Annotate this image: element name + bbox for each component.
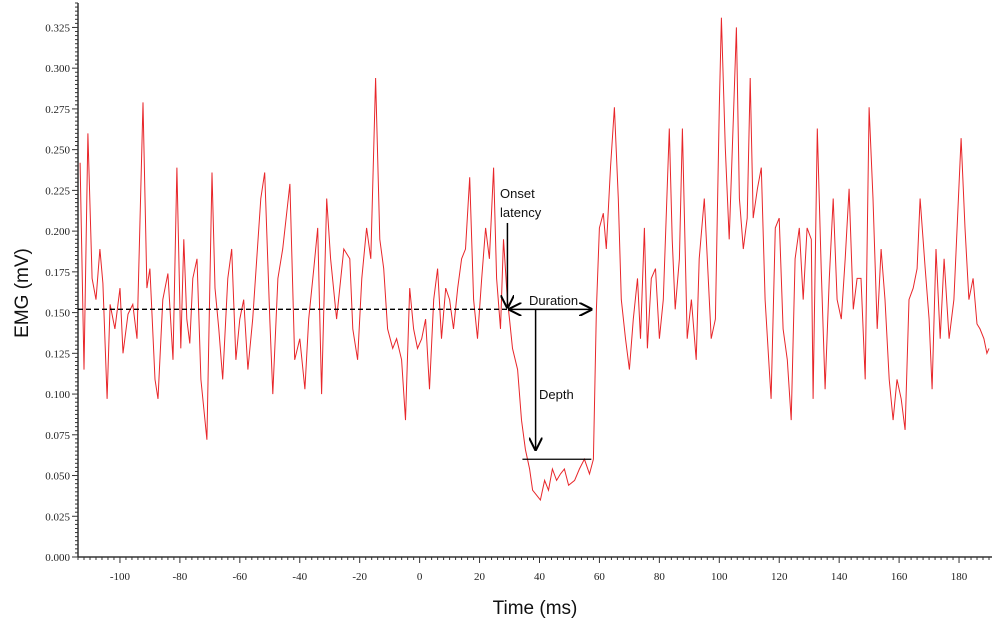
y-tick-label: 0.050 (45, 471, 70, 483)
y-tick-label: 0.075 (45, 430, 70, 442)
emg-trace (79, 17, 990, 502)
x-tick-label: -40 (292, 571, 307, 583)
y-tick-label: 0.000 (45, 552, 70, 564)
x-tick-label: 20 (474, 571, 486, 583)
annotation-onset-label: Onset latency (500, 186, 542, 220)
y-axis-title: EMG (mV) (12, 248, 33, 338)
y-tick-label: 0.325 (45, 22, 70, 34)
x-tick-label: -20 (352, 571, 367, 583)
y-tick-label: 0.025 (45, 511, 70, 523)
y-tick-label: 0.275 (45, 104, 70, 116)
duration-label: Duration (529, 293, 578, 308)
y-tick-label: 0.150 (45, 308, 70, 320)
y-tick-label: 0.175 (45, 267, 70, 279)
x-tick-label: 100 (711, 571, 728, 583)
x-tick-label: -60 (232, 571, 247, 583)
x-axis: -100 -80 -60 -40 -20 0 20 40 60 80 100 120 140 160 180 (77, 556, 992, 583)
y-tick-label: 0.250 (45, 145, 70, 157)
x-tick-label: 80 (654, 571, 666, 583)
onset-label-line2: latency (500, 205, 542, 220)
onset-label-line1: Onset (500, 186, 535, 201)
y-axis: 0.000 0.025 0.050 0.075 0.100 0.125 0.150 0.175… (45, 2, 79, 564)
x-tick-label: 0 (417, 571, 423, 583)
x-tick-label: -100 (110, 571, 131, 583)
x-tick-label: 60 (594, 571, 606, 583)
x-tick-label: 40 (534, 571, 546, 583)
x-tick-label: 160 (891, 571, 908, 583)
x-tick-label: -80 (173, 571, 188, 583)
x-tick-label: 120 (771, 571, 788, 583)
x-axis-title: Time (ms) (493, 598, 578, 619)
x-tick-label: 140 (831, 571, 848, 583)
y-tick-label: 0.100 (45, 389, 70, 401)
y-tick-label: 0.300 (45, 63, 70, 75)
y-tick-label: 0.200 (45, 226, 70, 238)
annotations (78, 222, 591, 460)
y-tick-label: 0.225 (45, 185, 70, 197)
y-tick-label: 0.125 (45, 348, 70, 360)
depth-label: Depth (539, 387, 574, 402)
x-tick-label: 180 (951, 571, 968, 583)
